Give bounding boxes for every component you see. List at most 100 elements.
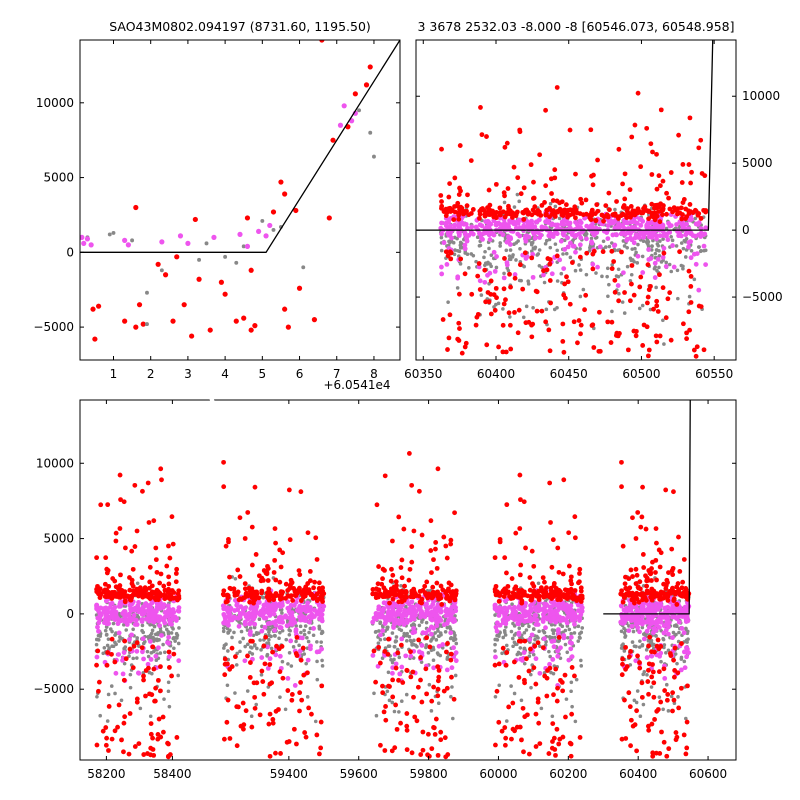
point-grey — [666, 648, 671, 653]
point-red — [688, 283, 694, 289]
point-red — [550, 198, 556, 203]
point-red — [578, 196, 584, 202]
point-red — [508, 284, 513, 290]
point-magenta — [520, 608, 525, 614]
point-red — [503, 349, 509, 355]
point-grey — [435, 651, 440, 655]
x-tick-label: 3 — [184, 367, 192, 381]
point-red — [428, 548, 434, 553]
point-grey — [265, 641, 269, 645]
point-red — [451, 217, 457, 223]
point-grey — [171, 636, 176, 641]
point-red — [398, 565, 404, 570]
point-grey — [174, 631, 179, 636]
point-red — [109, 736, 115, 742]
point-red — [638, 164, 644, 170]
point-red — [311, 593, 317, 599]
point-red — [292, 589, 298, 594]
point-red — [232, 590, 238, 595]
point-grey — [605, 266, 610, 271]
point-red — [497, 205, 503, 211]
point-grey — [299, 630, 303, 635]
point-red — [106, 583, 112, 589]
point-red — [166, 753, 171, 759]
point-magenta — [126, 611, 132, 617]
point-grey — [278, 630, 282, 635]
point-magenta — [530, 274, 536, 280]
point-magenta — [104, 618, 110, 624]
point-grey — [556, 639, 561, 644]
point-grey — [684, 716, 688, 721]
point-red — [452, 175, 458, 181]
point-red — [446, 335, 452, 341]
point-red — [261, 691, 267, 697]
point-magenta — [419, 643, 425, 648]
point-grey — [519, 278, 523, 283]
point-red — [601, 218, 606, 224]
point-grey — [440, 645, 445, 650]
point-grey — [106, 692, 111, 697]
point-magenta — [404, 617, 410, 623]
point-red — [104, 570, 110, 576]
point-grey — [640, 254, 645, 259]
point-red — [608, 340, 614, 345]
point-red — [223, 543, 229, 549]
point-magenta — [670, 243, 675, 248]
point-red — [252, 484, 258, 490]
point-magenta — [507, 242, 513, 247]
point-red — [265, 578, 271, 583]
point-red — [543, 107, 548, 113]
point-magenta — [488, 221, 494, 227]
point-grey — [565, 650, 570, 655]
point-grey — [161, 642, 165, 647]
point-grey — [679, 241, 684, 245]
point-grey — [150, 671, 154, 676]
point-red — [388, 586, 394, 592]
point-red — [352, 91, 358, 97]
point-grey — [630, 247, 635, 251]
point-red — [94, 742, 100, 748]
point-grey — [313, 719, 318, 724]
point-magenta — [248, 629, 253, 635]
point-magenta — [537, 235, 543, 240]
point-red — [248, 267, 254, 273]
point-magenta — [293, 629, 299, 634]
point-red — [420, 729, 426, 735]
point-grey — [164, 627, 169, 632]
point-grey — [568, 255, 573, 260]
point-red — [597, 348, 603, 354]
point-red — [430, 584, 436, 590]
point-red — [169, 514, 175, 520]
point-red — [649, 210, 655, 216]
point-magenta — [507, 219, 513, 225]
point-red — [158, 571, 164, 577]
point-red — [411, 694, 416, 700]
point-magenta — [145, 661, 151, 667]
point-grey — [374, 629, 378, 634]
point-magenta — [551, 602, 557, 608]
point-grey — [135, 581, 140, 586]
point-red — [113, 538, 119, 544]
point-magenta — [265, 665, 271, 671]
point-red — [547, 257, 553, 262]
point-magenta — [525, 618, 531, 624]
point-grey — [150, 628, 155, 633]
point-grey — [445, 657, 450, 661]
point-magenta — [635, 625, 641, 630]
point-red — [506, 310, 512, 316]
point-magenta — [412, 629, 418, 635]
point-grey — [531, 305, 535, 310]
point-grey — [675, 268, 680, 273]
point-red — [90, 306, 96, 312]
point-magenta — [155, 618, 161, 624]
point-magenta — [396, 610, 402, 616]
point-grey — [654, 634, 658, 638]
point-grey — [675, 661, 679, 666]
point-grey — [493, 642, 497, 647]
point-magenta — [650, 630, 656, 636]
point-magenta — [317, 616, 322, 621]
point-magenta — [312, 607, 318, 613]
point-grey — [622, 626, 626, 631]
point-magenta — [646, 257, 652, 262]
